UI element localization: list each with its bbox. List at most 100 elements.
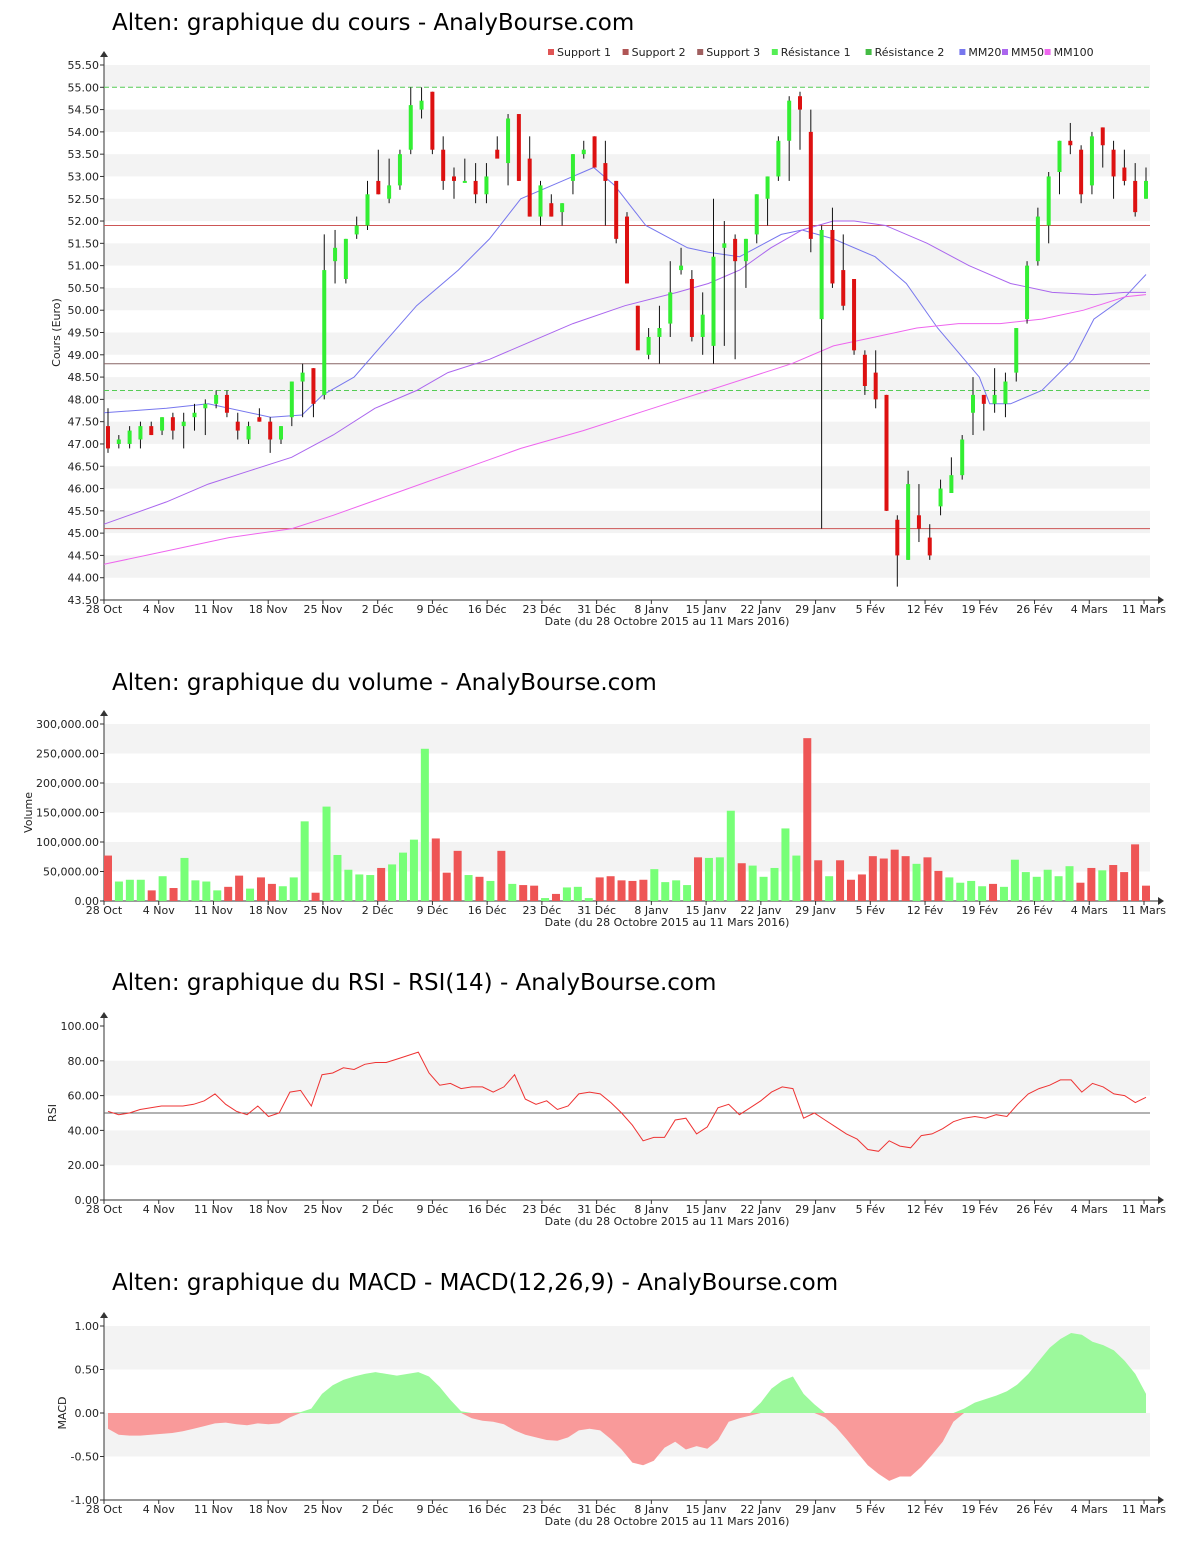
x-tick-label: 19 Fév bbox=[962, 1503, 999, 1516]
candle-body bbox=[689, 279, 694, 337]
volume-bar bbox=[967, 880, 976, 901]
volume-bar bbox=[551, 893, 560, 901]
y-tick-label: 44.00 bbox=[68, 572, 100, 585]
candle-body bbox=[1079, 149, 1084, 195]
volume-bar bbox=[256, 877, 265, 901]
macd-panel: Alten: graphique du MACD - MACD(12,26,9)… bbox=[0, 1260, 1200, 1540]
x-tick-label: 25 Nov bbox=[303, 603, 342, 616]
candle-body bbox=[138, 426, 143, 440]
candle-body bbox=[1089, 136, 1094, 186]
x-tick-label: 2 Déc bbox=[362, 603, 394, 616]
candle-body bbox=[1122, 167, 1127, 181]
volume-bar bbox=[420, 748, 429, 901]
x-tick-label: 28 Oct bbox=[86, 1503, 123, 1516]
volume-bar bbox=[289, 877, 298, 901]
x-tick-label: 5 Fév bbox=[856, 904, 886, 917]
volume-bar bbox=[1098, 870, 1107, 901]
y-tick-label: 53.50 bbox=[68, 148, 100, 161]
candle-body bbox=[289, 381, 294, 418]
volume-bar bbox=[519, 885, 528, 901]
y-tick-label: 100.00 bbox=[61, 1020, 100, 1033]
volume-bar bbox=[1120, 872, 1129, 901]
x-tick-label: 23 Déc bbox=[523, 1503, 562, 1516]
y-tick-label: 0.00 bbox=[75, 895, 100, 908]
price-chart: 43.50 44.00 44.50 45.00 45.50 46.00 46.50 47.00… bbox=[50, 46, 1166, 628]
volume-bar bbox=[158, 876, 167, 901]
volume-bar bbox=[246, 888, 255, 901]
x-tick-label: 15 Janv bbox=[686, 1503, 727, 1516]
candle-body bbox=[1100, 127, 1105, 146]
mm20-line bbox=[103, 166, 1147, 418]
y-tick-label: 20.00 bbox=[68, 1159, 100, 1172]
x-tick-label: 22 Janv bbox=[740, 1203, 781, 1216]
x-tick-label: 8 Janv bbox=[634, 1203, 668, 1216]
volume-bar bbox=[311, 892, 320, 901]
x-tick-label: 4 Nov bbox=[143, 1503, 175, 1516]
y-tick-label: 40.00 bbox=[68, 1124, 100, 1137]
volume-bar bbox=[923, 857, 932, 901]
grid-band bbox=[104, 783, 1150, 813]
candle-body bbox=[570, 154, 575, 181]
volume-bar bbox=[1076, 882, 1085, 901]
volume-bar bbox=[355, 874, 364, 901]
x-tick-label: 8 Janv bbox=[634, 904, 668, 917]
candle-body bbox=[322, 270, 327, 395]
y-axis-label: Volume bbox=[22, 792, 35, 833]
volume-bar bbox=[169, 888, 178, 901]
candle-body bbox=[516, 114, 521, 181]
y-tick-label: 47.00 bbox=[68, 438, 100, 451]
grid-band bbox=[104, 421, 1150, 444]
volume-bar bbox=[912, 863, 921, 901]
candle-body bbox=[992, 394, 997, 404]
x-axis-arrow bbox=[1158, 1196, 1164, 1204]
volume-bar bbox=[191, 880, 200, 901]
x-tick-label: 23 Déc bbox=[523, 904, 562, 917]
volume-bar bbox=[235, 875, 244, 901]
legend-label: Résistance 2 bbox=[875, 46, 945, 59]
x-tick-label: 31 Déc bbox=[577, 1503, 616, 1516]
volume-bar bbox=[956, 882, 965, 901]
volume-bar bbox=[562, 887, 571, 901]
legend-swatch bbox=[1044, 49, 1051, 55]
rsi-line bbox=[107, 1051, 1147, 1152]
candle-body bbox=[906, 484, 911, 560]
candle-body bbox=[884, 394, 889, 511]
x-tick-label: 11 Nov bbox=[194, 603, 233, 616]
volume-bar bbox=[814, 860, 823, 901]
candle-body bbox=[646, 336, 651, 355]
candle-body bbox=[387, 185, 392, 199]
x-tick-label: 25 Nov bbox=[303, 1203, 342, 1216]
y-axis-label: RSI bbox=[46, 1104, 59, 1122]
x-tick-label: 31 Déc bbox=[577, 1203, 616, 1216]
legend-label: Support 1 bbox=[557, 46, 611, 59]
candle-body bbox=[971, 394, 975, 413]
x-tick-label: 11 Mars bbox=[1122, 1203, 1166, 1216]
x-axis-label: Date (du 28 Octobre 2015 au 11 Mars 2016… bbox=[545, 615, 790, 628]
x-axis-label: Date (du 28 Octobre 2015 au 11 Mars 2016… bbox=[545, 1215, 790, 1228]
y-tick-label: 53.00 bbox=[68, 170, 100, 183]
candle-body bbox=[679, 265, 684, 271]
volume-bar bbox=[453, 850, 462, 901]
candle-body bbox=[852, 279, 857, 351]
y-tick-label: 0.50 bbox=[75, 1364, 100, 1377]
volume-bar bbox=[1054, 876, 1063, 901]
x-tick-label: 15 Janv bbox=[686, 603, 727, 616]
candle-body bbox=[257, 417, 262, 422]
candle-body bbox=[116, 439, 121, 444]
y-tick-label: 52.50 bbox=[68, 193, 100, 206]
y-tick-label: 50,000.00 bbox=[43, 866, 99, 879]
x-tick-label: 18 Nov bbox=[249, 1503, 288, 1516]
volume-bar bbox=[431, 838, 440, 901]
volume-bar bbox=[1065, 866, 1074, 901]
y-axis-arrow bbox=[100, 710, 108, 716]
candle-body bbox=[462, 180, 467, 183]
y-tick-label: 50.50 bbox=[68, 282, 100, 295]
volume-bar bbox=[989, 883, 998, 901]
candle-body bbox=[160, 417, 165, 431]
volume-bar bbox=[267, 883, 276, 901]
y-axis-arrow bbox=[100, 1012, 108, 1018]
volume-panel: Alten: graphique du volume - AnalyBourse… bbox=[0, 660, 1200, 940]
volume-bar bbox=[934, 870, 943, 901]
x-tick-label: 11 Nov bbox=[194, 904, 233, 917]
candle-body bbox=[614, 180, 619, 239]
